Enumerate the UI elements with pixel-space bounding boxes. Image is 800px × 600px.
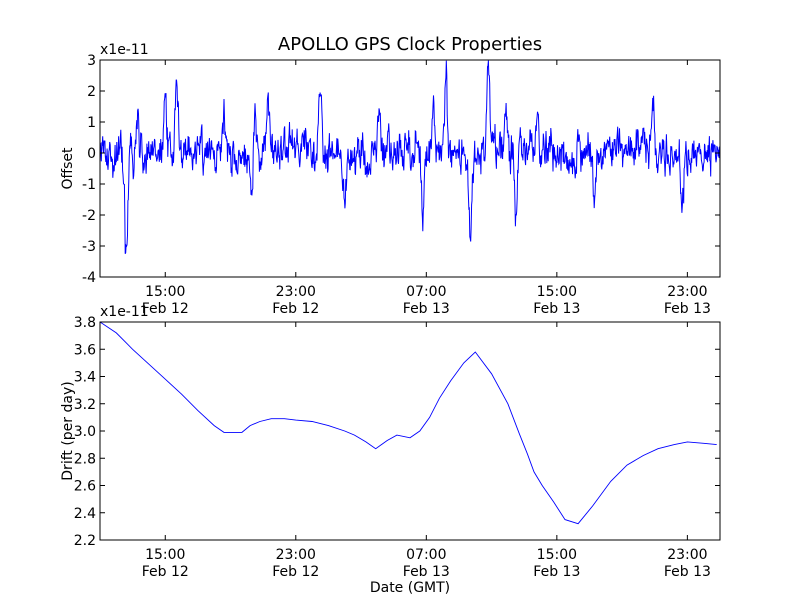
offset-xtick-time-label: 23:00 (667, 284, 707, 300)
offset-xtick-date-label: Feb 13 (533, 301, 580, 317)
offset-axes-frame (99, 59, 721, 278)
offset-y-axis-label: Offset (60, 147, 76, 190)
drift-series-line (100, 322, 717, 525)
drift-xtick-time-label: 07:00 (406, 547, 446, 563)
drift-axes-frame (99, 321, 721, 541)
drift-ytick-label: 3.6 (74, 342, 96, 358)
offset-scale-label: x1e-11 (100, 42, 149, 58)
offset-xtick-date-label: Feb 12 (272, 301, 319, 317)
offset-xtick-time-label: 23:00 (276, 284, 316, 300)
offset-series-line (100, 60, 720, 255)
drift-ytick-label: 2.2 (74, 533, 96, 549)
offset-ytick-label: -2 (82, 208, 96, 224)
drift-scale-label: x1e-11 (100, 304, 149, 320)
drift-ytick-label: 3.4 (74, 370, 96, 386)
drift-xtick-date-label: Feb 13 (533, 564, 580, 580)
drift-xtick-date-label: Feb 12 (272, 564, 319, 580)
drift-xtick-time-label: 23:00 (276, 547, 316, 563)
drift-xtick-date-label: Feb 12 (142, 564, 189, 580)
offset-xtick-time-label: 15:00 (537, 284, 577, 300)
offset-ytick-label: 0 (87, 146, 96, 162)
offset-ytick-label: -1 (82, 177, 96, 193)
drift-xtick-time-label: 15:00 (537, 547, 577, 563)
offset-xtick-date-label: Feb 13 (403, 301, 450, 317)
offset-xtick-date-label: Feb 12 (142, 301, 189, 317)
drift-xtick-date-label: Feb 13 (664, 564, 711, 580)
offset-xtick-time-label: 15:00 (145, 284, 185, 300)
drift-x-axis-label: Date (GMT) (370, 580, 450, 596)
drift-ytick-label: 2.4 (74, 506, 96, 522)
drift-xtick-time-label: 15:00 (145, 547, 185, 563)
drift-xtick-time-label: 23:00 (667, 547, 707, 563)
drift-y-axis-label: Drift (per day) (60, 381, 76, 480)
offset-ytick-label: -3 (82, 239, 96, 255)
drift-ytick-label: 2.8 (74, 451, 96, 467)
offset-ytick-label: 1 (87, 115, 96, 131)
offset-ytick-label: 3 (87, 53, 96, 69)
drift-ytick-label: 3.2 (74, 397, 96, 413)
offset-ytick-label: -4 (82, 270, 96, 286)
drift-ytick-label: 2.6 (74, 479, 96, 495)
offset-xtick-time-label: 07:00 (406, 284, 446, 300)
drift-ytick-label: 3.8 (74, 315, 96, 331)
offset-xtick-date-label: Feb 13 (664, 301, 711, 317)
drift-xtick-date-label: Feb 13 (403, 564, 450, 580)
drift-ytick-label: 3.0 (74, 424, 96, 440)
offset-ytick-label: 2 (87, 84, 96, 100)
chart-title: APOLLO GPS Clock Properties (278, 34, 542, 55)
